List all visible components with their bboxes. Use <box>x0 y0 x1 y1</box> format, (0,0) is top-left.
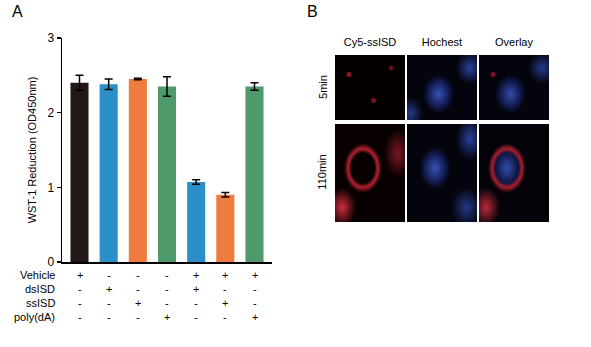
svg-text:-: - <box>136 283 140 295</box>
svg-text:+: + <box>222 269 228 281</box>
svg-text:dsISD: dsISD <box>25 283 55 295</box>
svg-text:3: 3 <box>47 31 54 45</box>
svg-text:+: + <box>252 311 258 323</box>
svg-text:-: - <box>223 283 227 295</box>
svg-text:-: - <box>165 297 169 309</box>
html-text:Cy5-ssISD: Cy5-ssISD <box>343 36 397 48</box>
svg-text:-: - <box>194 311 198 323</box>
html-text:5min: 5min <box>316 74 328 99</box>
svg-text:-: - <box>78 311 82 323</box>
svg-text:+: + <box>193 269 199 281</box>
svg-text:A: A <box>12 3 23 20</box>
svg-text:+: + <box>135 297 141 309</box>
svg-text:-: - <box>253 297 257 309</box>
svg-text:-: - <box>136 269 140 281</box>
svg-text:-: - <box>136 311 140 323</box>
html-text:Overlay: Overlay <box>495 36 533 48</box>
svg-text:+: + <box>77 269 83 281</box>
svg-text:-: - <box>107 269 111 281</box>
svg-text:+: + <box>252 269 258 281</box>
svg-text:-: - <box>165 283 169 295</box>
svg-text:poly(dA): poly(dA) <box>14 311 55 323</box>
svg-text:-: - <box>253 283 257 295</box>
html-text:110min: 110min <box>316 154 328 190</box>
svg-text:+: + <box>193 283 199 295</box>
svg-text:2: 2 <box>47 106 54 120</box>
svg-text:-: - <box>78 283 82 295</box>
svg-text:+: + <box>106 283 112 295</box>
svg-text:+: + <box>222 297 228 309</box>
svg-text:B: B <box>307 3 318 20</box>
svg-text:-: - <box>165 269 169 281</box>
svg-text:Vehicle: Vehicle <box>20 269 55 281</box>
html-text:Hochest: Hochest <box>421 36 463 48</box>
svg-text:1: 1 <box>47 181 54 195</box>
svg-text:-: - <box>107 297 111 309</box>
svg-text:-: - <box>78 297 82 309</box>
svg-text:WST-1 Reduction (OD450nm): WST-1 Reduction (OD450nm) <box>26 77 38 224</box>
svg-text:+: + <box>164 311 170 323</box>
svg-text:-: - <box>107 311 111 323</box>
svg-text:ssISD: ssISD <box>26 297 55 309</box>
svg-text:0: 0 <box>47 255 54 269</box>
svg-text:-: - <box>223 311 227 323</box>
svg-text:-: - <box>194 297 198 309</box>
